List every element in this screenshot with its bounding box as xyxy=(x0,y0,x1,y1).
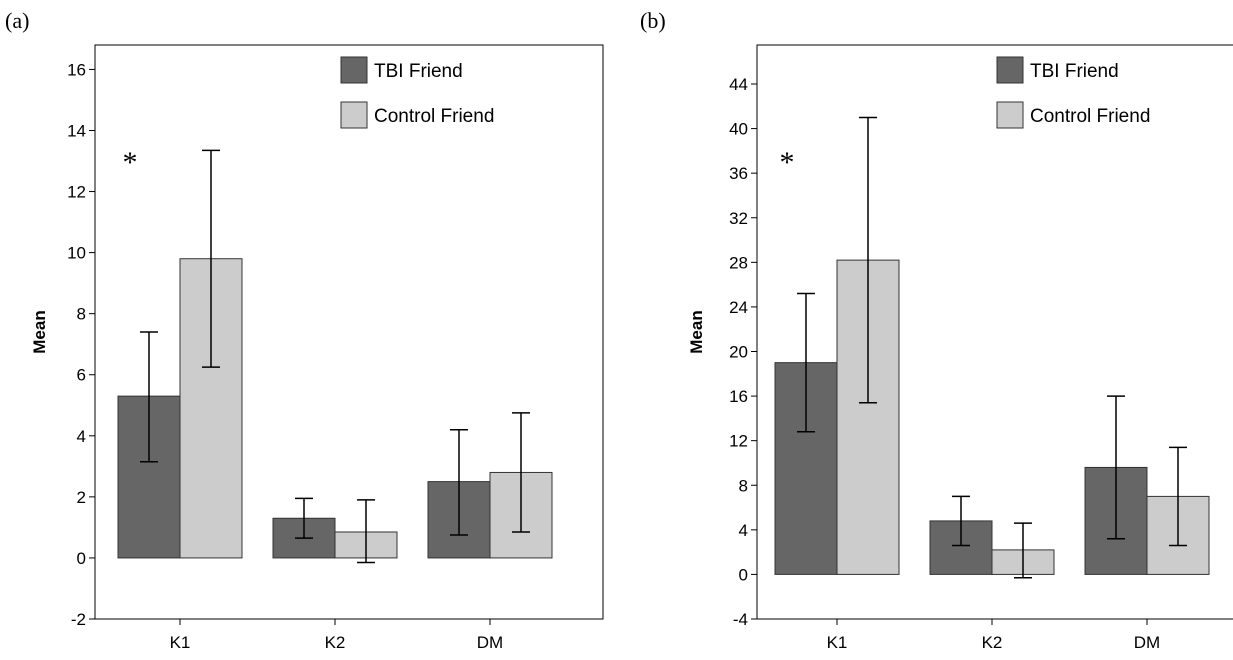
y-tick-label: 6 xyxy=(77,366,86,385)
y-tick-label: -2 xyxy=(71,610,86,629)
y-tick-label: 2 xyxy=(77,488,86,507)
significance-asterisk: * xyxy=(123,146,138,179)
y-tick-label: 0 xyxy=(739,565,748,584)
legend-swatch xyxy=(340,56,368,84)
y-tick-label: 8 xyxy=(77,305,86,324)
y-tick-label: 8 xyxy=(739,476,748,495)
panel-label: (a) xyxy=(5,8,29,33)
y-axis-title: Mean xyxy=(30,310,49,353)
y-axis-title: Mean xyxy=(687,310,706,353)
legend-label: TBI Friend xyxy=(1030,61,1119,82)
y-tick-label: -4 xyxy=(733,610,748,629)
y-tick-label: 14 xyxy=(67,121,86,140)
y-tick-label: 12 xyxy=(67,183,86,202)
x-tick-label: DM xyxy=(1134,633,1160,652)
plot-frame xyxy=(94,44,604,620)
y-tick-label: 40 xyxy=(729,120,748,139)
y-tick-label: 12 xyxy=(729,432,748,451)
y-tick-label: 36 xyxy=(729,164,748,183)
panel-label: (b) xyxy=(640,8,666,33)
x-tick-label: K1 xyxy=(170,633,191,652)
legend-label: TBI Friend xyxy=(374,61,463,82)
x-tick-label: DM xyxy=(477,633,503,652)
legend-label: Control Friend xyxy=(1030,106,1150,127)
y-tick-label: 16 xyxy=(729,387,748,406)
legend-label: Control Friend xyxy=(374,106,494,127)
x-tick-label: K2 xyxy=(325,633,346,652)
y-tick-label: 4 xyxy=(77,427,86,446)
legend-swatch xyxy=(996,101,1024,129)
y-tick-label: 24 xyxy=(729,298,748,317)
y-tick-label: 32 xyxy=(729,209,748,228)
legend-swatch xyxy=(340,101,368,129)
chart-panel-b: (b) -4 0 4 8 12 16 20 24 28 32 36 40 44 Mean K1 K2 DM * TBI… xyxy=(640,8,1233,652)
y-tick-label: 20 xyxy=(729,343,748,362)
y-tick-label: 28 xyxy=(729,253,748,272)
y-tick-label: 4 xyxy=(739,521,748,540)
x-tick-label: K1 xyxy=(827,633,848,652)
y-tick-label: 44 xyxy=(729,75,748,94)
y-tick-label: 0 xyxy=(77,549,86,568)
plot-frame xyxy=(756,44,1233,620)
y-tick-label: 16 xyxy=(67,60,86,79)
chart-panel-a: (a) -2 0 2 4 6 8 10 12 14 16 Mean K1 K2 DM * TBI Friend C… xyxy=(5,8,604,652)
x-tick-label: K2 xyxy=(982,633,1003,652)
legend-swatch xyxy=(996,56,1024,84)
y-tick-label: 10 xyxy=(67,244,86,263)
significance-asterisk: * xyxy=(780,146,795,179)
